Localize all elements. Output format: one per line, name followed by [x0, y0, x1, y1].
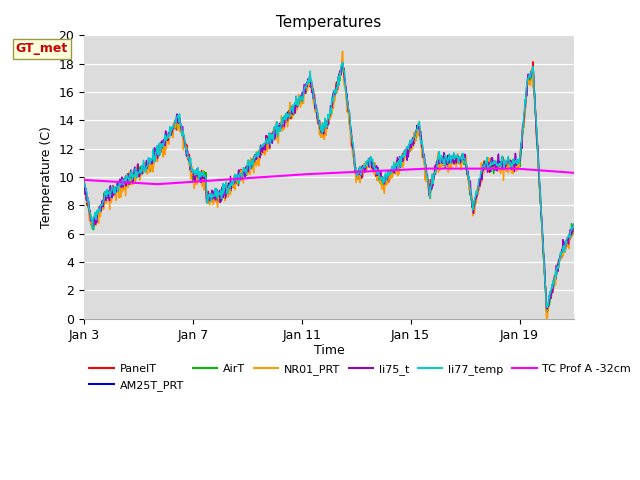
li75_t — [365, 164, 373, 170]
NR01_PRT — [570, 222, 578, 228]
AM25T_PRT — [110, 186, 118, 192]
AirT — [393, 165, 401, 170]
Legend: PanelT, AM25T_PRT, AirT, NR01_PRT, li75_t, li77_temp, TC Prof A -32cm: PanelT, AM25T_PRT, AirT, NR01_PRT, li75_… — [90, 364, 631, 391]
li77_temp — [110, 191, 118, 196]
li75_t — [393, 164, 401, 170]
AM25T_PRT — [393, 166, 401, 172]
TC Prof A -32cm — [570, 170, 578, 176]
TC Prof A -32cm — [153, 181, 161, 187]
li77_temp — [80, 179, 88, 185]
Y-axis label: Temperature (C): Temperature (C) — [40, 126, 52, 228]
li77_temp — [393, 162, 401, 168]
NR01_PRT — [378, 186, 386, 192]
li77_temp — [365, 159, 373, 165]
AirT — [365, 164, 373, 169]
TC Prof A -32cm — [423, 166, 431, 171]
li77_temp — [543, 304, 551, 310]
PanelT — [378, 174, 386, 180]
AirT — [502, 164, 510, 170]
PanelT — [570, 225, 578, 230]
PanelT — [452, 157, 460, 163]
NR01_PRT — [110, 193, 118, 199]
li75_t — [378, 178, 386, 183]
Title: Temperatures: Temperatures — [276, 15, 381, 30]
li77_temp — [452, 153, 460, 159]
NR01_PRT — [339, 48, 347, 54]
AM25T_PRT — [543, 309, 551, 315]
TC Prof A -32cm — [503, 166, 511, 171]
li77_temp — [339, 60, 347, 65]
NR01_PRT — [80, 184, 88, 190]
PanelT — [543, 310, 551, 315]
Line: li75_t: li75_t — [84, 63, 574, 309]
li75_t — [502, 162, 510, 168]
NR01_PRT — [452, 164, 460, 169]
li75_t — [452, 160, 460, 166]
PanelT — [502, 161, 510, 167]
li75_t — [80, 181, 88, 187]
Line: TC Prof A -32cm: TC Prof A -32cm — [84, 168, 574, 184]
TC Prof A -32cm — [453, 166, 461, 171]
li75_t — [110, 191, 118, 196]
li75_t — [570, 221, 578, 227]
AM25T_PRT — [570, 225, 578, 230]
PanelT — [365, 160, 373, 166]
li75_t — [543, 306, 551, 312]
AirT — [570, 223, 578, 229]
NR01_PRT — [365, 163, 373, 168]
PanelT — [393, 158, 401, 164]
NR01_PRT — [502, 168, 510, 174]
AirT — [543, 309, 550, 315]
Line: AirT: AirT — [84, 68, 574, 312]
AM25T_PRT — [365, 161, 373, 167]
TC Prof A -32cm — [393, 167, 401, 173]
NR01_PRT — [543, 316, 550, 322]
AM25T_PRT — [339, 60, 346, 66]
AirT — [378, 180, 386, 185]
li77_temp — [570, 222, 578, 228]
Line: AM25T_PRT: AM25T_PRT — [84, 63, 574, 312]
li75_t — [339, 60, 347, 66]
Line: PanelT: PanelT — [84, 60, 574, 312]
AM25T_PRT — [378, 179, 386, 184]
AM25T_PRT — [452, 155, 460, 160]
li77_temp — [378, 174, 386, 180]
AirT — [110, 187, 118, 193]
X-axis label: Time: Time — [314, 344, 344, 357]
PanelT — [110, 186, 118, 192]
PanelT — [80, 175, 88, 181]
Text: GT_met: GT_met — [16, 42, 68, 55]
TC Prof A -32cm — [110, 179, 118, 184]
AM25T_PRT — [80, 179, 88, 185]
AM25T_PRT — [502, 168, 510, 174]
NR01_PRT — [393, 165, 401, 171]
TC Prof A -32cm — [80, 177, 88, 183]
Line: NR01_PRT: NR01_PRT — [84, 51, 574, 319]
AirT — [452, 158, 460, 164]
Line: li77_temp: li77_temp — [84, 62, 574, 307]
AirT — [80, 180, 88, 186]
PanelT — [339, 57, 346, 62]
li77_temp — [502, 158, 510, 164]
AirT — [339, 65, 346, 71]
TC Prof A -32cm — [365, 168, 373, 174]
TC Prof A -32cm — [378, 168, 386, 174]
